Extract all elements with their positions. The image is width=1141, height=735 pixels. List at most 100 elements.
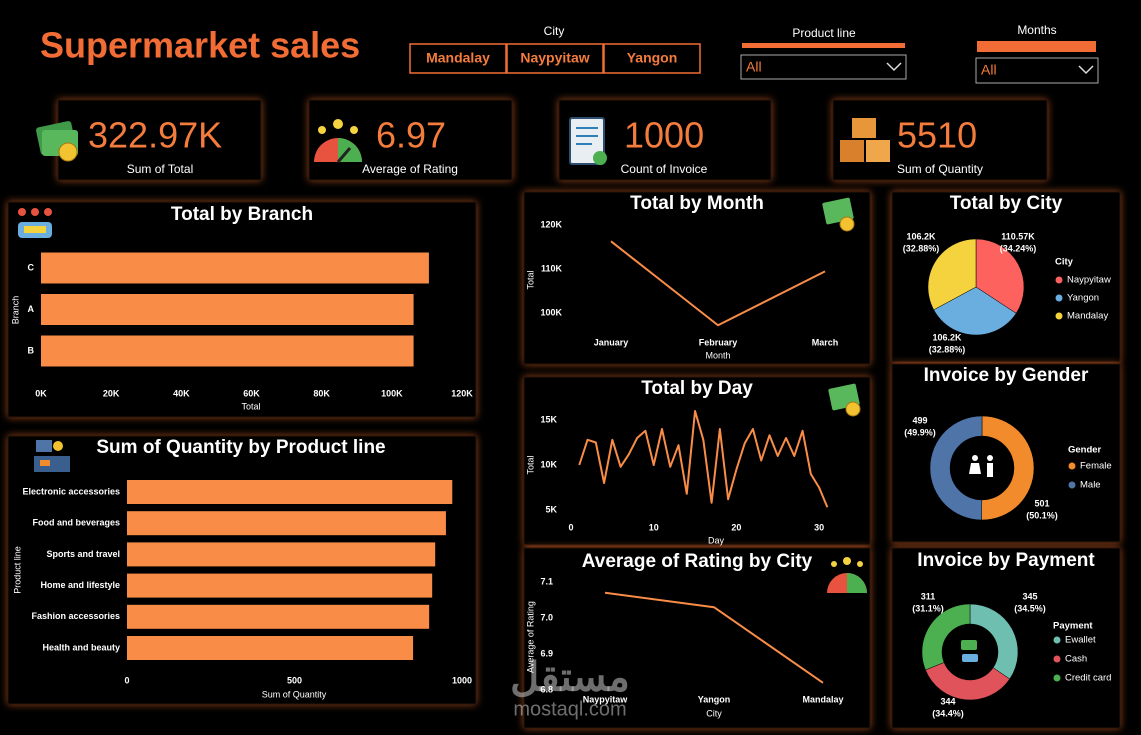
slice [969,603,1019,680]
icon-part [972,455,978,461]
line [610,240,826,327]
y-tick-label: B [28,345,35,355]
y-tick-label: A [28,304,35,314]
x-tick-label: 0 [568,522,573,532]
chevron [886,62,902,72]
slice-percent-label: (50.1%) [1026,510,1058,520]
x-tick-label: 120K [451,388,473,398]
icon-part [24,226,46,233]
slice-percent-label: (32.88%) [929,344,966,354]
slice-value-label: 499 [912,415,927,425]
x-tick-label: 80K [313,388,330,398]
x-tick-label: Yangon [698,694,731,704]
slice-value-label: 345 [1022,591,1037,601]
slicer-button[interactable]: Naypyitaw [506,43,604,74]
legend-title: City [1055,257,1074,268]
icon-part [569,117,605,165]
x-tick-label: Naypyitaw [583,694,629,704]
slicer-label: Product line [792,26,856,40]
slice-percent-label: (31.1%) [912,603,944,613]
slice-value-label: 501 [1034,498,1049,508]
cashier-icon [34,440,70,472]
slice-percent-label: (34.24%) [1000,243,1037,253]
dropdown-frame [740,54,907,80]
money-icon [828,383,861,417]
legend-title: Gender [1068,445,1102,456]
icon-part [962,654,978,662]
icon-part [336,147,352,163]
legend-label: Mandalay [1067,311,1108,322]
x-tick-label: 1000 [452,675,472,685]
icon-part [31,208,39,216]
button-text: Mandalay [426,50,490,66]
x-tick-label: 500 [287,675,302,685]
icon-part [987,463,993,477]
slice-percent-label: (34.4%) [932,708,964,718]
boxes-icon [840,118,890,162]
bar [127,573,433,598]
dropdown[interactable]: All [975,57,1099,84]
icon-part [53,441,63,451]
legend-label: Credit card [1065,673,1111,684]
kpi-label: Average of Rating [362,162,458,176]
kpi-card [57,99,262,181]
chart-title: Total by Branch [171,204,313,225]
chart-title: Invoice by Payment [917,550,1095,571]
y-tick-label: 6.9 [540,648,553,658]
y-axis-title: Product line [12,546,22,594]
x-tick-label: 0K [35,388,47,398]
kpi-card [832,99,1048,181]
kpi-value: 322.97K [88,115,222,156]
icon-part [831,561,837,567]
icon-part [843,557,851,565]
slice-value-label: 106.2K [906,231,936,241]
y-tick-label: Home and lifestyle [40,580,120,590]
legend-label: Naypyitaw [1067,275,1111,286]
slicer-label: City [544,24,565,38]
icon-part [866,140,890,162]
slice [981,415,1035,521]
y-tick-label: 5K [545,504,557,514]
legend-label: Ewallet [1065,635,1096,646]
icon-part [857,561,863,567]
dropdown[interactable]: All [740,54,907,80]
x-tick-label: February [699,337,738,347]
gender-icon [969,455,993,477]
legend-label: Female [1080,461,1112,472]
slicer-button[interactable]: Yangon [603,43,701,74]
x-tick-label: 100K [381,388,403,398]
y-tick-label: 10K [540,459,557,469]
x-tick-label: 60K [243,388,260,398]
dropdown-frame [975,57,1099,84]
dropdown-value: All [746,59,762,75]
x-tick-label: Mandalay [802,694,843,704]
slice-value-label: 106.2K [932,332,962,342]
legend-swatch [1053,655,1061,663]
legend-swatch [1055,294,1063,302]
slicer-button[interactable]: Mandalay [409,43,507,74]
y-tick-label: Health and beauty [42,642,120,652]
legend-swatch [1068,462,1076,470]
bar [127,604,430,629]
legend-swatch [1055,276,1063,284]
icon-part [969,463,981,474]
y-tick-label: 120K [540,219,562,229]
x-tick-label: 0 [124,675,129,685]
x-tick-label: March [812,337,839,347]
icon-part [847,573,867,593]
bar [127,511,446,536]
legend-swatch [1053,674,1061,682]
legend-label: Cash [1065,654,1087,665]
slice-percent-label: (49.9%) [904,427,936,437]
bar [127,480,453,504]
slice-percent-label: (32.88%) [903,243,940,253]
icon-part [18,208,26,216]
dashboard-title: Supermarket sales [40,25,360,66]
icon-part [350,126,358,134]
slice-value-label: 344 [940,696,955,706]
kpi-value: 5510 [897,115,977,156]
slice [921,603,971,671]
slice-value-label: 110.57K [1001,231,1035,241]
x-axis-title: Day [708,535,725,545]
